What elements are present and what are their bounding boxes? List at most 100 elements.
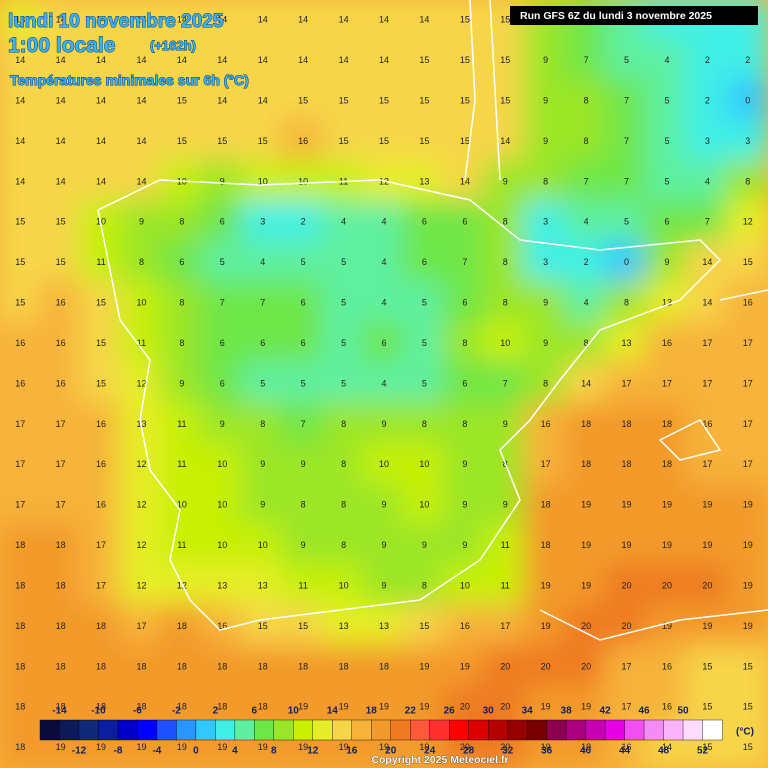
legend-tick-label: 4 [232, 746, 238, 757]
temperature-cell [483, 402, 528, 447]
temperature-cell [644, 78, 690, 124]
legend-tick-label: 14 [327, 706, 339, 717]
temperature-cell [523, 280, 568, 326]
temperature-cell [604, 604, 649, 649]
grid-value: 15 [298, 95, 308, 105]
legend-tick-label: -14 [52, 706, 67, 717]
temperature-cell [200, 361, 245, 407]
grid-value: 18 [217, 702, 227, 712]
temperature-cell [0, 280, 43, 326]
grid-value: 9 [664, 257, 669, 267]
grid-value: 8 [341, 540, 346, 550]
temperature-cell [119, 563, 164, 609]
grid-value: 9 [301, 459, 306, 469]
temperature-cell [402, 321, 447, 366]
temperature-cell [280, 280, 326, 326]
temperature-cell [523, 159, 568, 205]
temperature-cell [483, 78, 528, 124]
grid-value: 13 [15, 15, 25, 25]
temperature-cell [361, 280, 407, 326]
temperature-cell [240, 159, 285, 205]
grid-value: 18 [662, 459, 672, 469]
temperature-cell [78, 0, 124, 43]
grid-value: 14 [500, 136, 510, 146]
grid-value: 15 [500, 55, 510, 65]
grid-value: 9 [503, 176, 508, 186]
temperature-cell [240, 442, 285, 488]
temperature-cell [442, 402, 488, 447]
grid-value: 14 [56, 15, 66, 25]
legend-swatch [604, 719, 626, 741]
legend-swatch [156, 719, 178, 741]
legend-swatch [565, 719, 587, 741]
temperature-cell [523, 483, 568, 528]
grid-value: 14 [136, 136, 146, 146]
temperature-cell [523, 604, 568, 649]
temperature-cell [402, 604, 447, 649]
grid-value: 8 [624, 298, 629, 308]
grid-value: 12 [136, 459, 146, 469]
grid-value: 18 [56, 661, 66, 671]
legend-tick-label: 44 [619, 746, 631, 757]
grid-value: 17 [702, 338, 712, 348]
grid-value: 17 [96, 540, 106, 550]
temperature-cell [361, 402, 407, 447]
grid-value: 14 [702, 257, 712, 267]
grid-value: 7 [584, 176, 589, 186]
temperature-cell [200, 604, 245, 649]
grid-value: 18 [15, 702, 25, 712]
grid-value: 19 [743, 580, 753, 590]
grid-value: 18 [96, 661, 106, 671]
legend-tick-label: 48 [658, 746, 670, 757]
grid-value: 12 [136, 540, 146, 550]
temperature-cell [402, 78, 447, 124]
temperature-cell [119, 38, 164, 83]
grid-value: 18 [177, 702, 187, 712]
temperature-cell [361, 119, 407, 164]
grid-value: 14 [258, 55, 268, 65]
temperature-cell [685, 321, 730, 366]
grid-value: 10 [460, 580, 470, 590]
temperature-cell [402, 442, 447, 488]
temperature-cell [563, 321, 609, 366]
legend-tick-label: 42 [600, 706, 612, 717]
temperature-cell [644, 361, 690, 407]
grid-value: 17 [15, 419, 25, 429]
temperature-cell [200, 523, 245, 568]
temperature-cell [0, 563, 43, 609]
grid-value: 9 [381, 540, 386, 550]
temperature-cell [361, 604, 407, 649]
temperature-cell [685, 200, 730, 245]
temperature-cell [523, 38, 568, 83]
grid-value: 16 [15, 378, 25, 388]
grid-value: 10 [379, 459, 389, 469]
temperature-cell [523, 200, 568, 245]
grid-value: 2 [584, 257, 589, 267]
temperature-cell [644, 159, 690, 205]
grid-value: 16 [662, 702, 672, 712]
temperature-cell [280, 483, 326, 528]
temperature-cell [644, 402, 690, 447]
grid-value: 9 [260, 500, 265, 510]
temperature-cell [563, 38, 609, 83]
temperature-cell [119, 442, 164, 488]
grid-value: 14 [15, 176, 25, 186]
temperature-cell [361, 159, 407, 205]
temperature-cell [159, 78, 205, 124]
legend: -14 -10 -6 -2 2 6 10 14 18 22 26 30 34 38 42 46 50-12 -8-… [39, 706, 723, 757]
grid-value: 15 [419, 55, 429, 65]
temperature-cell [321, 280, 366, 326]
temperature-cell [725, 159, 768, 205]
legend-tick-label: 16 [346, 746, 358, 757]
grid-value: 16 [56, 298, 66, 308]
grid-value: 3 [745, 136, 750, 146]
temperature-cell [280, 0, 326, 43]
grid-value: 3 [543, 257, 548, 267]
grid-value: 16 [15, 338, 25, 348]
grid-value: 10 [258, 176, 268, 186]
temperature-cell [159, 280, 205, 326]
grid-value: 13 [662, 298, 672, 308]
temperature-cell [38, 280, 83, 326]
grid-value: 19 [298, 742, 308, 752]
grid-value: 16 [96, 500, 106, 510]
